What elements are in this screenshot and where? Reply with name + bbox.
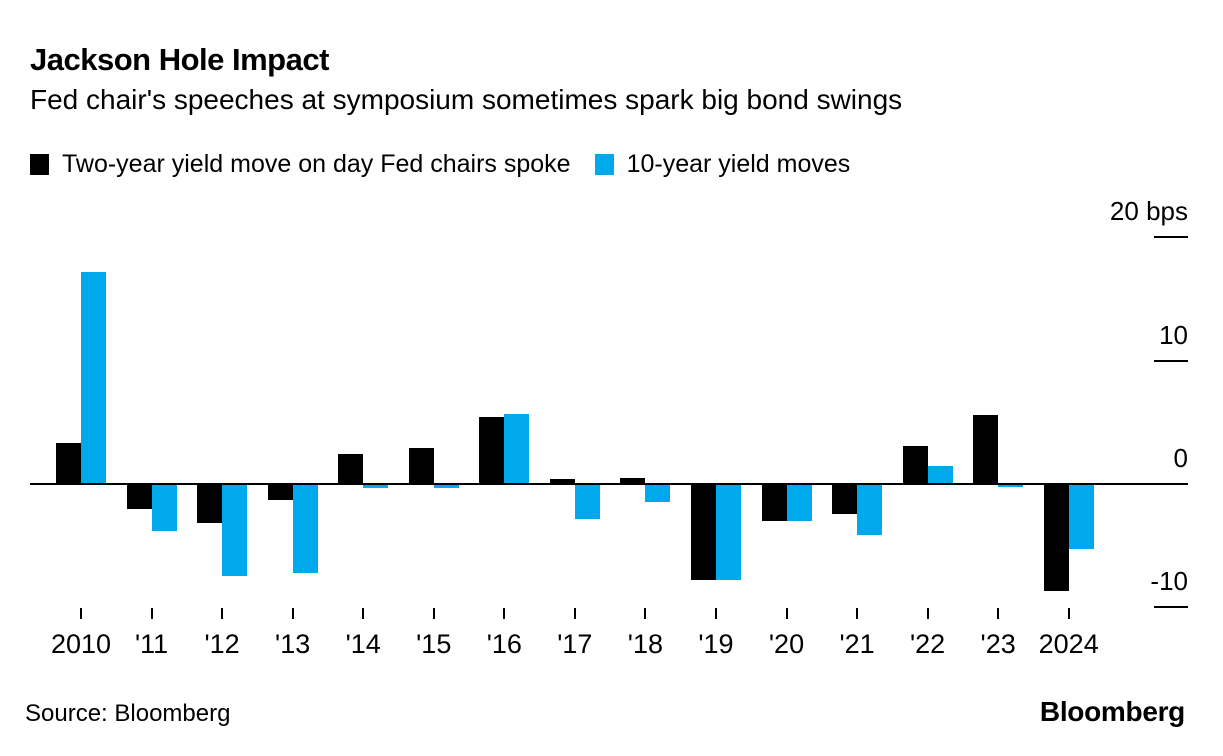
x-tick-'18 (644, 608, 647, 619)
x-tick-'14 (362, 608, 365, 619)
x-tick-'12 (221, 608, 224, 619)
bar-'14-ten-year (363, 484, 389, 488)
x-label-'20: '20 (768, 629, 805, 659)
legend-swatch-two-year (30, 154, 49, 175)
bar-'22-two-year (902, 445, 928, 484)
chart-title: Jackson Hole Impact (30, 42, 329, 77)
chart-legend: Two-year yield move on day Fed chairs sp… (30, 150, 850, 179)
legend-item-two-year: Two-year yield move on day Fed chairs sp… (30, 150, 571, 179)
bar-2010-two-year (56, 443, 81, 484)
bar-'15-two-year (408, 448, 434, 484)
bar-'15-ten-year (433, 484, 459, 488)
y-tick-label-10: 10 (1159, 319, 1188, 350)
bar-'16-ten-year (504, 413, 530, 484)
bar-'13-ten-year (292, 484, 318, 573)
x-tick-2010 (80, 608, 82, 619)
bar-'23-two-year (973, 414, 999, 484)
bar-'23-ten-year (998, 484, 1024, 487)
x-label-'21: '21 (839, 629, 875, 659)
x-label-'18: '18 (627, 629, 663, 659)
bar-'20-two-year (761, 484, 787, 521)
x-tick-'11 (150, 608, 153, 619)
bar-'14-two-year (338, 454, 364, 484)
bar-'12-two-year (197, 484, 223, 524)
x-label-'12: '12 (204, 629, 240, 659)
x-label-'13: '13 (275, 629, 311, 659)
legend-label-two-year: Two-year yield move on day Fed chairs sp… (62, 150, 571, 178)
bar-'19-ten-year (715, 484, 741, 581)
x-tick-'20 (785, 608, 788, 619)
x-label-2024: 2024 (1038, 629, 1099, 659)
bar-'17-two-year (549, 479, 575, 484)
x-tick-'13 (291, 608, 294, 619)
zero-axis-line (30, 483, 1188, 485)
x-label-'19: '19 (698, 629, 734, 659)
bar-'21-ten-year (857, 484, 883, 535)
bar-'18-ten-year (645, 484, 671, 503)
chart-subtitle: Fed chair's speeches at symposium someti… (30, 84, 903, 115)
bar-'21-two-year (832, 484, 858, 514)
bar-'11-ten-year (151, 484, 177, 531)
x-tick-'17 (573, 608, 576, 619)
y-tick-dash-20 (1154, 236, 1188, 239)
bar-2024-ten-year (1068, 484, 1094, 550)
bar-2010-ten-year (81, 271, 106, 484)
legend-item-ten-year: 10-year yield moves (594, 150, 851, 179)
bar-'19-two-year (690, 484, 716, 581)
x-label-'15: '15 (416, 629, 452, 659)
bar-'12-ten-year (222, 484, 248, 577)
x-tick-2024 (1067, 608, 1070, 619)
x-label-'11: '11 (134, 629, 169, 659)
source-note: Source: Bloomberg (25, 700, 231, 727)
bar-'17-ten-year (574, 484, 600, 519)
bar-2024-two-year (1043, 484, 1069, 592)
bar-'18-two-year (620, 477, 646, 484)
x-label-'14: '14 (345, 629, 381, 659)
x-tick-'21 (856, 608, 859, 619)
x-label-2010: 2010 (50, 629, 112, 659)
bar-'16-two-year (479, 417, 505, 484)
x-tick-'19 (714, 608, 717, 619)
bar-'20-ten-year (786, 484, 812, 521)
x-label-'22: '22 (910, 629, 946, 659)
bar-'22-ten-year (927, 465, 953, 484)
x-tick-'23 (997, 608, 1000, 619)
bloomberg-logo: Bloomberg (1039, 696, 1185, 727)
x-tick-'15 (432, 608, 435, 619)
legend-swatch-ten-year (594, 154, 614, 175)
x-label-'16: '16 (486, 629, 522, 659)
x-label-'23: '23 (980, 629, 1016, 659)
x-tick-'16 (503, 608, 506, 619)
bar-'13-two-year (267, 484, 293, 501)
y-tick-label--10: -10 (1150, 566, 1188, 597)
bar-'11-two-year (126, 484, 152, 509)
y-tick-dash--10 (1154, 606, 1188, 609)
x-label-'17: '17 (557, 629, 593, 659)
y-tick-label-0: 0 (1173, 443, 1188, 473)
legend-label-ten-year: 10-year yield moves (626, 150, 851, 178)
x-tick-'22 (926, 608, 929, 619)
y-tick-label-20: 20 bps (1109, 196, 1188, 227)
y-tick-dash-10 (1154, 359, 1188, 362)
